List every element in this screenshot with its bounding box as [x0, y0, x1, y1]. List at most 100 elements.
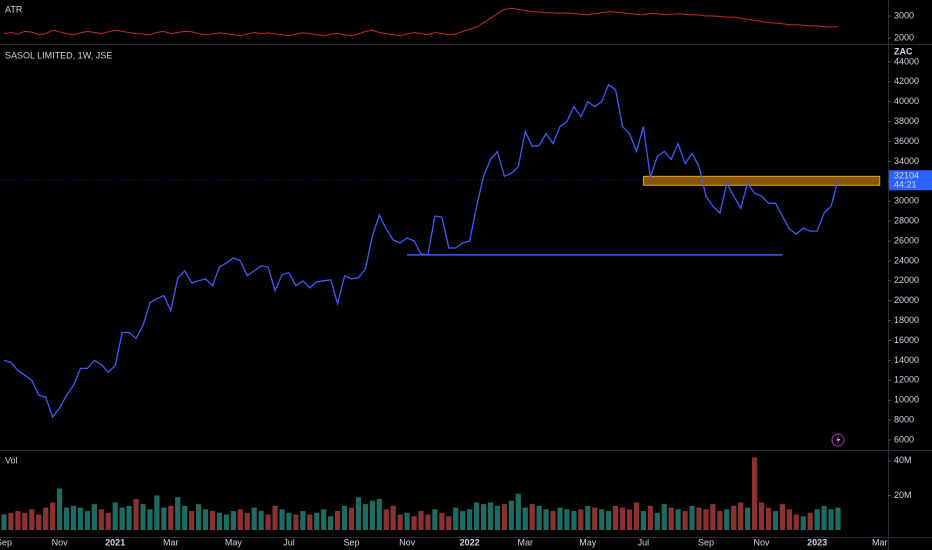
volume-bar — [717, 511, 723, 531]
bar-countdown: 44:21 — [894, 180, 917, 190]
volume-bar — [279, 509, 285, 531]
x-tick-label: Nov — [399, 537, 416, 547]
volume-bar — [703, 509, 709, 531]
volume-bar — [814, 509, 820, 531]
volume-bar — [168, 505, 174, 531]
volume-bar — [800, 516, 806, 531]
volume-bar — [209, 511, 216, 531]
volume-bar — [821, 505, 827, 531]
x-tick-label: Sep — [0, 537, 12, 547]
y-tick-label: 8000 — [894, 414, 914, 424]
volume-bar — [29, 509, 35, 531]
y-tick-label: 12000 — [894, 375, 919, 385]
volume-bar — [536, 505, 542, 531]
series-line — [3, 7, 839, 37]
volume-bar — [724, 509, 730, 531]
volume-bar — [647, 505, 653, 531]
volume-bar — [341, 505, 348, 531]
volume-bar — [355, 497, 362, 531]
volume-bar — [175, 497, 181, 531]
y-tick-label: 6000 — [894, 434, 914, 444]
volume-bar — [779, 504, 785, 531]
volume-bar — [446, 516, 452, 531]
volume-bar — [557, 507, 563, 531]
volume-bar — [807, 512, 813, 531]
volume-bar — [98, 509, 104, 531]
volume-bar — [22, 512, 28, 531]
x-tick-label: 2022 — [460, 537, 480, 547]
volume-bar — [731, 505, 737, 531]
volume-bar — [300, 511, 306, 531]
y-tick-label: 20M — [894, 490, 912, 500]
volume-bar — [793, 514, 799, 531]
volume-bar — [689, 505, 695, 531]
volume-bar — [460, 511, 466, 531]
volume-bar — [752, 457, 758, 531]
y-tick-label: 18000 — [894, 315, 919, 325]
price-title: SASOL LIMITED, 1W, JSE — [5, 50, 112, 60]
x-tick-label: May — [225, 537, 243, 547]
volume-bar — [77, 507, 84, 531]
volume-bar — [43, 507, 49, 531]
volume-bar — [640, 511, 646, 531]
volume-bar — [835, 507, 841, 531]
volume-bar — [390, 505, 396, 531]
volume-bar — [230, 511, 236, 531]
y-tick-label: 2000 — [894, 32, 914, 42]
volume-bar — [126, 505, 132, 531]
volume-title: Vol — [5, 455, 18, 465]
y-tick-label: 34000 — [894, 156, 919, 166]
x-tick-label: Mar — [518, 537, 534, 547]
volume-bar — [599, 509, 605, 531]
volume-bar — [480, 504, 487, 531]
volume-bar — [772, 511, 779, 531]
volume-bar — [682, 511, 688, 531]
volume-bar — [84, 511, 90, 531]
volume-bar — [696, 507, 702, 531]
x-tick-label: 2023 — [807, 537, 827, 547]
y-tick-label: 20000 — [894, 295, 919, 305]
volume-bar — [15, 511, 21, 531]
volume-bar — [307, 514, 313, 531]
volume-bar — [328, 516, 334, 531]
volume-bar — [515, 493, 521, 531]
y-tick-label: 40000 — [894, 96, 919, 106]
volume-bar — [828, 509, 834, 531]
volume-bar — [1, 514, 7, 531]
volume-bar — [196, 504, 202, 531]
volume-bar — [397, 514, 403, 531]
volume-bar — [613, 505, 619, 531]
volume-bar — [369, 500, 375, 531]
volume-bar — [745, 507, 751, 531]
y-tick-label: 38000 — [894, 116, 919, 126]
volume-bar — [70, 505, 77, 531]
volume-bar — [8, 512, 14, 531]
currency-label: ZAC — [894, 46, 913, 56]
volume-bar — [606, 511, 612, 531]
volume-bar — [182, 505, 188, 531]
volume-bar — [321, 509, 327, 531]
y-tick-label: 42000 — [894, 76, 919, 86]
volume-bar — [432, 509, 438, 531]
x-tick-label: Nov — [754, 537, 771, 547]
y-tick-label: 36000 — [894, 136, 919, 146]
volume-bar — [258, 511, 264, 531]
volume-bar — [467, 509, 473, 531]
alert-icon[interactable] — [831, 433, 845, 447]
volume-bar — [564, 509, 570, 531]
volume-bar — [522, 507, 528, 531]
volume-bar — [244, 512, 250, 531]
volume-bar — [237, 509, 243, 531]
volume-bar — [418, 511, 424, 531]
volume-bar — [348, 507, 355, 531]
volume-bar — [286, 512, 292, 531]
volume-bar — [619, 507, 626, 531]
x-tick-label: Sep — [698, 537, 714, 547]
x-tick-label: Nov — [52, 537, 69, 547]
volume-bar — [272, 505, 278, 531]
volume-bar — [578, 509, 584, 531]
volume-bar — [383, 509, 389, 531]
volume-bar — [202, 509, 209, 531]
volume-bar — [501, 504, 507, 531]
